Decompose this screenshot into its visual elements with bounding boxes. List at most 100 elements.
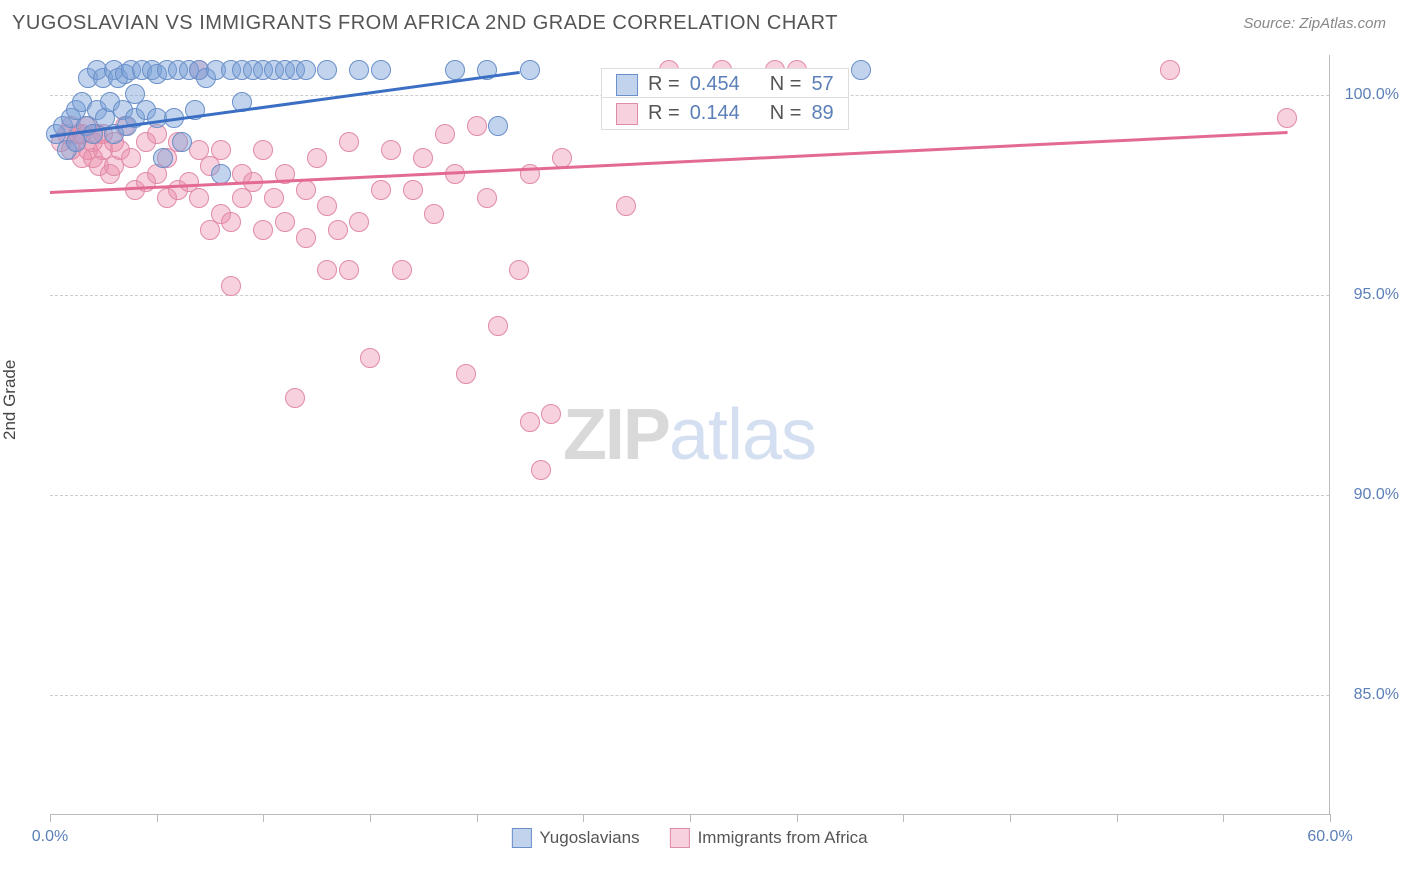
y-tick-label: 90.0%	[1354, 486, 1399, 504]
data-point	[456, 364, 476, 384]
y-tick-label: 85.0%	[1354, 686, 1399, 704]
data-point	[381, 140, 401, 160]
source-credit: Source: ZipAtlas.com	[1243, 15, 1386, 32]
data-point	[467, 116, 487, 136]
data-point	[317, 196, 337, 216]
gridline	[50, 295, 1329, 296]
data-point	[349, 60, 369, 80]
data-point	[121, 148, 141, 168]
data-point	[371, 60, 391, 80]
watermark-zip: ZIP	[563, 395, 669, 475]
source-prefix: Source:	[1243, 15, 1299, 32]
trend-line	[50, 131, 1287, 194]
x-tick	[477, 814, 478, 822]
data-point	[253, 220, 273, 240]
watermark-atlas: atlas	[669, 395, 816, 475]
legend-swatch	[670, 828, 690, 848]
data-point	[520, 60, 540, 80]
data-point	[189, 188, 209, 208]
x-tick	[583, 814, 584, 822]
data-point	[317, 260, 337, 280]
n-label: N =	[770, 73, 802, 96]
gridline	[50, 695, 1329, 696]
x-tick	[797, 814, 798, 822]
y-tick-label: 95.0%	[1354, 286, 1399, 304]
legend-label: Immigrants from Africa	[698, 828, 868, 848]
data-point	[296, 180, 316, 200]
n-value: 57	[811, 73, 833, 96]
data-point	[211, 140, 231, 160]
data-point	[520, 412, 540, 432]
source-name: ZipAtlas.com	[1299, 15, 1386, 32]
x-tick	[157, 814, 158, 822]
data-point	[275, 212, 295, 232]
data-point	[371, 180, 391, 200]
x-tick	[1117, 814, 1118, 822]
data-point	[435, 124, 455, 144]
data-point	[285, 388, 305, 408]
y-tick-label: 100.0%	[1345, 86, 1399, 104]
r-value: 0.454	[690, 73, 740, 96]
data-point	[1160, 60, 1180, 80]
stats-box: R = 0.144 N = 89	[601, 97, 849, 130]
chart-title: YUGOSLAVIAN VS IMMIGRANTS FROM AFRICA 2N…	[12, 12, 838, 35]
data-point	[851, 60, 871, 80]
data-point	[296, 228, 316, 248]
x-tick-label: 60.0%	[1307, 828, 1352, 846]
data-point	[403, 180, 423, 200]
data-point	[413, 148, 433, 168]
x-tick	[690, 814, 691, 822]
data-point	[1277, 108, 1297, 128]
data-point	[509, 260, 529, 280]
data-point	[616, 196, 636, 216]
r-label: R =	[648, 102, 680, 125]
data-point	[339, 260, 359, 280]
x-tick	[1223, 814, 1224, 822]
x-tick-label: 0.0%	[32, 828, 68, 846]
x-tick	[370, 814, 371, 822]
legend: Yugoslavians Immigrants from Africa	[511, 828, 867, 848]
x-tick	[263, 814, 264, 822]
title-bar: YUGOSLAVIAN VS IMMIGRANTS FROM AFRICA 2N…	[0, 0, 1406, 43]
data-point	[349, 212, 369, 232]
data-point	[221, 276, 241, 296]
data-point	[221, 212, 241, 232]
gridline	[50, 495, 1329, 496]
data-point	[317, 60, 337, 80]
data-point	[392, 260, 412, 280]
data-point	[83, 124, 103, 144]
n-label: N =	[770, 102, 802, 125]
data-point	[445, 60, 465, 80]
series-swatch	[616, 103, 638, 125]
data-point	[307, 148, 327, 168]
legend-swatch	[511, 828, 531, 848]
data-point	[211, 164, 231, 184]
watermark: ZIPatlas	[563, 394, 816, 476]
y-axis-label: 2nd Grade	[0, 360, 20, 440]
data-point	[541, 404, 561, 424]
data-point	[172, 132, 192, 152]
data-point	[360, 348, 380, 368]
scatter-chart: ZIPatlas YugoslaviansImmigrants from Afr…	[50, 55, 1330, 815]
data-point	[328, 220, 348, 240]
data-point	[296, 60, 316, 80]
x-tick	[1010, 814, 1011, 822]
x-tick	[1330, 814, 1331, 822]
r-label: R =	[648, 73, 680, 96]
data-point	[253, 140, 273, 160]
data-point	[488, 316, 508, 336]
data-point	[264, 188, 284, 208]
data-point	[488, 116, 508, 136]
data-point	[339, 132, 359, 152]
x-tick	[903, 814, 904, 822]
data-point	[424, 204, 444, 224]
data-point	[477, 188, 497, 208]
series-swatch	[616, 74, 638, 96]
legend-item: Immigrants from Africa	[670, 828, 868, 848]
data-point	[153, 148, 173, 168]
data-point	[531, 460, 551, 480]
r-value: 0.144	[690, 102, 740, 125]
legend-item: Yugoslavians	[511, 828, 639, 848]
legend-label: Yugoslavians	[539, 828, 639, 848]
n-value: 89	[811, 102, 833, 125]
